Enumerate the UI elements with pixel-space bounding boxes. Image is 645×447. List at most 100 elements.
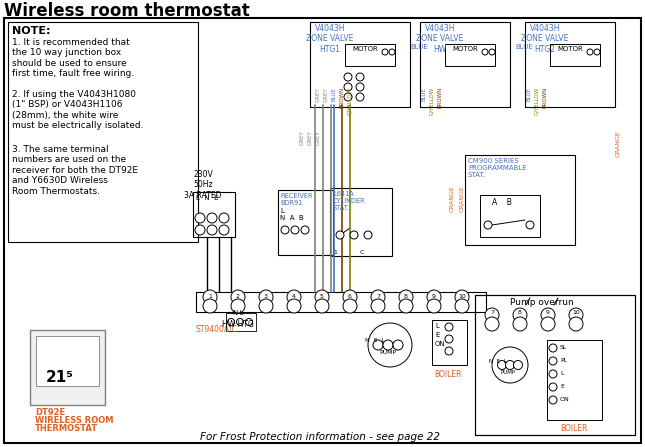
Bar — [193, 192, 235, 237]
Text: CM900 SERIES
PROGRAMMABLE
STAT.: CM900 SERIES PROGRAMMABLE STAT. — [468, 158, 526, 178]
Circle shape — [383, 340, 393, 350]
Bar — [420, 22, 510, 107]
Text: 2. If using the V4043H1080
(1" BSP) or V4043H1106
(28mm), the white wire
must be: 2. If using the V4043H1080 (1" BSP) or V… — [12, 90, 143, 130]
Text: ORANGE: ORANGE — [450, 185, 455, 212]
Bar — [36, 336, 99, 386]
Circle shape — [203, 290, 217, 304]
Circle shape — [445, 323, 453, 331]
Circle shape — [343, 299, 357, 313]
Text: SL: SL — [560, 345, 568, 350]
Bar — [525, 22, 615, 107]
Circle shape — [455, 299, 469, 313]
Bar — [465, 155, 575, 245]
Circle shape — [445, 347, 453, 355]
Bar — [8, 22, 198, 242]
Text: BLUE: BLUE — [332, 87, 337, 101]
Circle shape — [203, 299, 217, 313]
Bar — [196, 292, 486, 312]
Text: PL: PL — [560, 358, 567, 363]
Circle shape — [231, 290, 245, 304]
Text: 9: 9 — [432, 294, 436, 299]
Text: HW HTG: HW HTG — [222, 320, 254, 329]
Text: 1: 1 — [333, 250, 337, 255]
Circle shape — [541, 317, 555, 331]
Text: GREY: GREY — [308, 130, 312, 145]
Text: V4043H
ZONE VALVE
HW: V4043H ZONE VALVE HW — [416, 24, 464, 54]
Circle shape — [399, 299, 413, 313]
Text: L: L — [560, 371, 564, 376]
Circle shape — [291, 226, 299, 234]
Circle shape — [482, 49, 488, 55]
Circle shape — [195, 213, 205, 223]
Circle shape — [549, 396, 557, 404]
Circle shape — [513, 308, 527, 322]
Text: 10: 10 — [458, 294, 466, 299]
Text: E: E — [435, 332, 439, 338]
Text: V4043H
ZONE VALVE
HTG2: V4043H ZONE VALVE HTG2 — [521, 24, 569, 54]
Text: ON: ON — [560, 397, 570, 402]
Text: 7: 7 — [376, 294, 380, 299]
Text: BOILER: BOILER — [434, 370, 462, 379]
Circle shape — [371, 299, 385, 313]
Circle shape — [594, 49, 600, 55]
Circle shape — [427, 299, 441, 313]
Text: Pump overrun: Pump overrun — [510, 298, 574, 307]
Text: L: L — [280, 208, 284, 214]
Circle shape — [356, 73, 364, 81]
Bar — [345, 44, 395, 66]
Circle shape — [549, 370, 557, 378]
Text: ORANGE: ORANGE — [459, 185, 464, 212]
Circle shape — [506, 360, 515, 370]
Circle shape — [371, 290, 385, 304]
Text: GREY: GREY — [299, 130, 304, 145]
Text: PUMP: PUMP — [379, 350, 397, 355]
Circle shape — [485, 308, 499, 322]
Text: N  E  L: N E L — [490, 359, 507, 364]
Circle shape — [259, 299, 273, 313]
Circle shape — [207, 225, 217, 235]
Text: MOTOR: MOTOR — [557, 46, 583, 52]
Text: C: C — [360, 250, 364, 255]
Text: 3: 3 — [264, 294, 268, 299]
Circle shape — [287, 299, 301, 313]
Circle shape — [513, 317, 527, 331]
Circle shape — [350, 231, 358, 239]
Text: ON: ON — [435, 341, 446, 347]
Text: BLUE: BLUE — [421, 87, 426, 101]
Bar — [330, 188, 392, 256]
Circle shape — [569, 308, 583, 322]
Circle shape — [492, 347, 528, 383]
Circle shape — [587, 49, 593, 55]
Circle shape — [549, 357, 557, 365]
Circle shape — [344, 83, 352, 91]
Circle shape — [219, 213, 229, 223]
Circle shape — [195, 225, 205, 235]
Circle shape — [382, 49, 388, 55]
Circle shape — [356, 93, 364, 101]
Circle shape — [228, 319, 235, 325]
Bar — [480, 195, 540, 237]
Circle shape — [259, 290, 273, 304]
Text: V4043H
ZONE VALVE
HTG1: V4043H ZONE VALVE HTG1 — [306, 24, 353, 54]
Circle shape — [356, 83, 364, 91]
Circle shape — [569, 317, 583, 331]
Circle shape — [315, 290, 329, 304]
Circle shape — [549, 383, 557, 391]
Text: N-L: N-L — [232, 310, 244, 316]
Circle shape — [484, 221, 492, 229]
Text: A    B: A B — [492, 198, 512, 207]
Circle shape — [287, 290, 301, 304]
Circle shape — [541, 308, 555, 322]
Text: L: L — [435, 323, 439, 329]
Circle shape — [315, 299, 329, 313]
Text: BLUE: BLUE — [526, 87, 531, 101]
Text: 2: 2 — [236, 294, 240, 299]
Circle shape — [231, 299, 245, 313]
Circle shape — [427, 290, 441, 304]
Circle shape — [455, 290, 469, 304]
Circle shape — [301, 226, 309, 234]
Text: G/YELLOW: G/YELLOW — [430, 87, 435, 115]
Bar — [550, 44, 600, 66]
Text: ST9400A/C: ST9400A/C — [196, 325, 238, 334]
Bar — [445, 44, 495, 66]
